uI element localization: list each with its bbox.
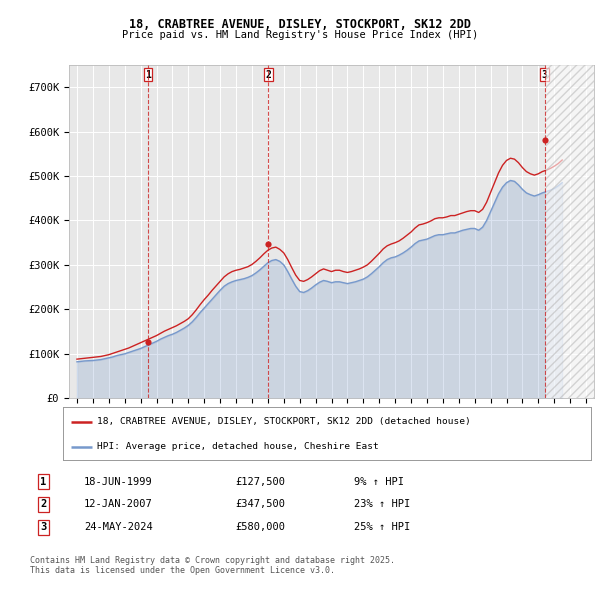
- Text: Contains HM Land Registry data © Crown copyright and database right 2025.: Contains HM Land Registry data © Crown c…: [30, 556, 395, 565]
- Text: HPI: Average price, detached house, Cheshire East: HPI: Average price, detached house, Ches…: [97, 442, 379, 451]
- Text: £580,000: £580,000: [235, 522, 285, 532]
- Text: 1: 1: [145, 70, 151, 80]
- Text: 18, CRABTREE AVENUE, DISLEY, STOCKPORT, SK12 2DD (detached house): 18, CRABTREE AVENUE, DISLEY, STOCKPORT, …: [97, 418, 471, 427]
- Text: 2: 2: [40, 500, 47, 509]
- Text: 18-JUN-1999: 18-JUN-1999: [84, 477, 153, 487]
- Text: This data is licensed under the Open Government Licence v3.0.: This data is licensed under the Open Gov…: [30, 566, 335, 575]
- Text: 12-JAN-2007: 12-JAN-2007: [84, 500, 153, 509]
- Text: £127,500: £127,500: [235, 477, 285, 487]
- Text: Price paid vs. HM Land Registry's House Price Index (HPI): Price paid vs. HM Land Registry's House …: [122, 30, 478, 40]
- Text: 23% ↑ HPI: 23% ↑ HPI: [354, 500, 410, 509]
- Text: 9% ↑ HPI: 9% ↑ HPI: [354, 477, 404, 487]
- Text: 25% ↑ HPI: 25% ↑ HPI: [354, 522, 410, 532]
- Text: 3: 3: [542, 70, 548, 80]
- Text: £347,500: £347,500: [235, 500, 285, 509]
- Text: 2: 2: [265, 70, 271, 80]
- Point: [143, 337, 153, 346]
- Text: 18, CRABTREE AVENUE, DISLEY, STOCKPORT, SK12 2DD: 18, CRABTREE AVENUE, DISLEY, STOCKPORT, …: [129, 18, 471, 31]
- Point: [540, 136, 550, 145]
- Text: 3: 3: [40, 522, 47, 532]
- Point: [263, 239, 273, 248]
- Text: 1: 1: [40, 477, 47, 487]
- Text: 24-MAY-2024: 24-MAY-2024: [84, 522, 153, 532]
